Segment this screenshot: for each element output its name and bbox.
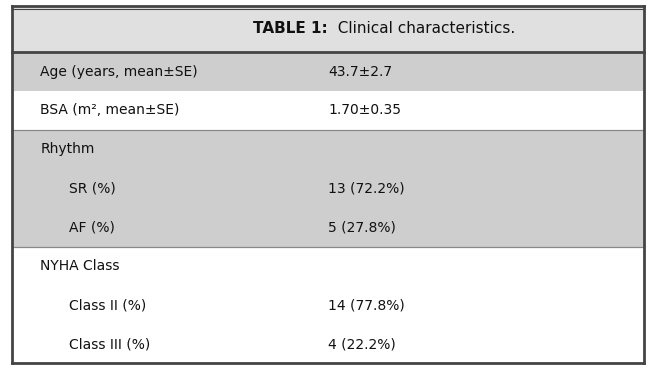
Text: 43.7±2.7: 43.7±2.7 [328, 65, 392, 79]
Bar [12, 208, 644, 247]
Text: 13 (72.2%): 13 (72.2%) [328, 181, 405, 195]
Text: TABLE 1:: TABLE 1: [253, 21, 328, 36]
Bar [12, 52, 644, 91]
Text: Age (years, mean±SE): Age (years, mean±SE) [40, 65, 198, 79]
Text: NYHA Class: NYHA Class [40, 259, 120, 273]
Text: 1.70±0.35: 1.70±0.35 [328, 103, 401, 117]
Text: AF (%): AF (%) [69, 220, 115, 234]
Bar [12, 91, 644, 130]
Bar [12, 286, 644, 325]
Bar [12, 247, 644, 286]
Bar [12, 169, 644, 208]
Text: Class II (%): Class II (%) [69, 298, 146, 312]
Text: Rhythm: Rhythm [40, 142, 94, 156]
Bar [12, 6, 644, 52]
Text: 14 (77.8%): 14 (77.8%) [328, 298, 405, 312]
Bar [12, 130, 644, 169]
Bar [12, 325, 644, 363]
Text: SR (%): SR (%) [69, 181, 115, 195]
Text: Class III (%): Class III (%) [69, 337, 150, 351]
Text: 5 (27.8%): 5 (27.8%) [328, 220, 396, 234]
Text: Clinical characteristics.: Clinical characteristics. [328, 21, 515, 36]
Text: BSA (m², mean±SE): BSA (m², mean±SE) [40, 103, 180, 117]
Text: 4 (22.2%): 4 (22.2%) [328, 337, 396, 351]
